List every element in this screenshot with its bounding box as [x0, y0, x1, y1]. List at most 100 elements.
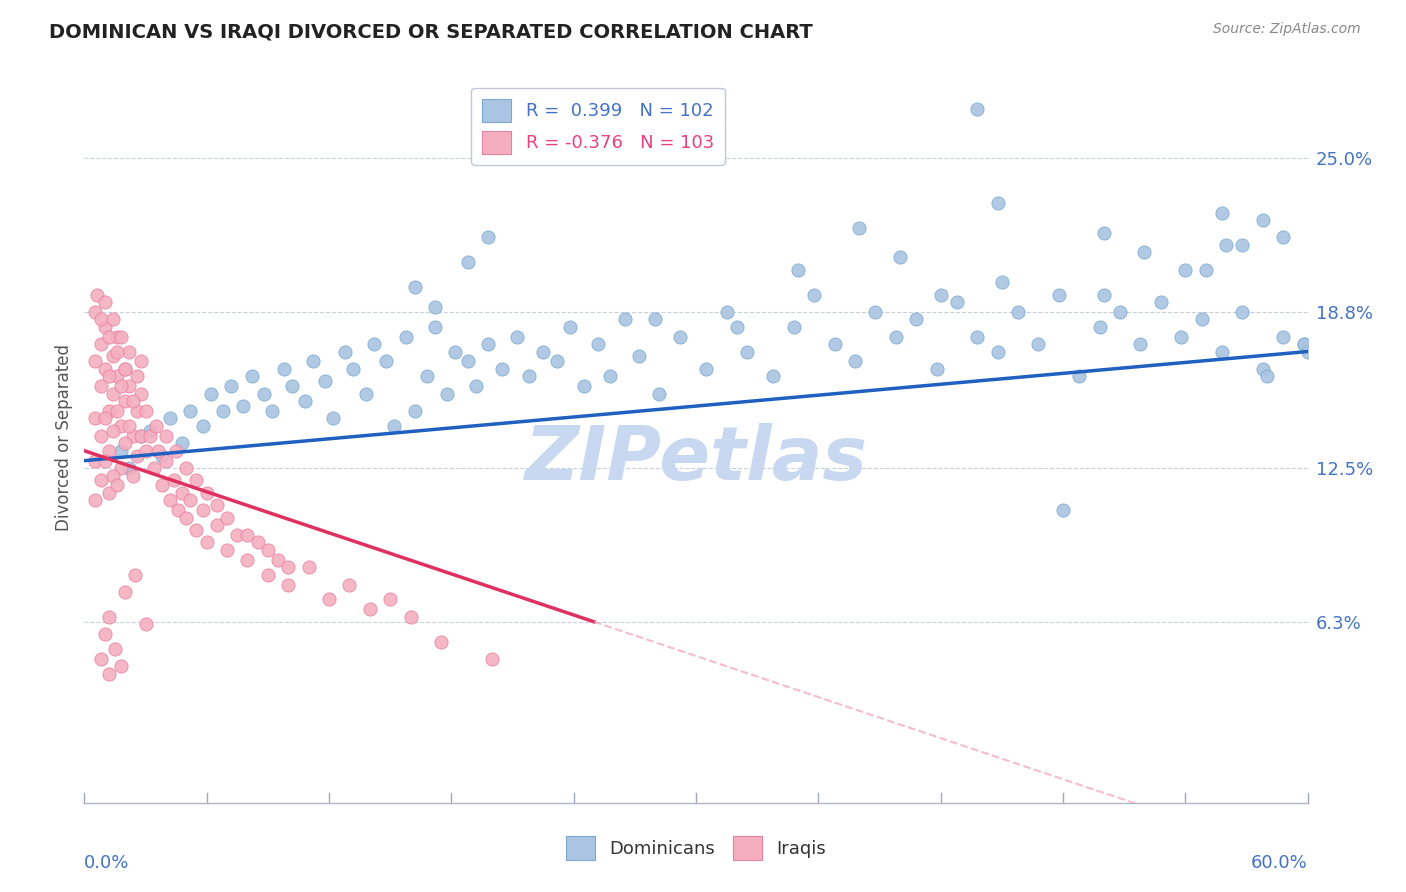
- Point: [127, 449, 149, 463]
- Point: [991, 275, 1014, 289]
- Point: [586, 337, 609, 351]
- Point: [648, 386, 671, 401]
- Point: [104, 642, 127, 657]
- Point: [380, 592, 402, 607]
- Point: [725, 319, 748, 334]
- Point: [1232, 238, 1254, 252]
- Point: [114, 362, 136, 376]
- Point: [93, 319, 115, 334]
- Point: [236, 528, 259, 542]
- Point: [668, 329, 690, 343]
- Point: [865, 305, 887, 319]
- Point: [787, 262, 810, 277]
- Point: [1092, 287, 1115, 301]
- Point: [1069, 369, 1091, 384]
- Point: [375, 354, 398, 368]
- Point: [824, 337, 846, 351]
- Point: [716, 305, 738, 319]
- Point: [83, 453, 105, 467]
- Point: [110, 659, 132, 673]
- Point: [905, 312, 928, 326]
- Point: [1150, 295, 1173, 310]
- Point: [191, 503, 214, 517]
- Point: [97, 404, 120, 418]
- Point: [127, 369, 149, 384]
- Point: [246, 535, 269, 549]
- Point: [101, 424, 124, 438]
- Point: [217, 510, 239, 524]
- Point: [110, 443, 132, 458]
- Point: [1292, 337, 1315, 351]
- Point: [1272, 230, 1295, 244]
- Point: [114, 585, 136, 599]
- Point: [172, 436, 194, 450]
- Point: [93, 411, 115, 425]
- Point: [558, 319, 581, 334]
- Point: [205, 518, 228, 533]
- Point: [186, 523, 208, 537]
- Point: [93, 453, 115, 467]
- Point: [613, 312, 636, 326]
- Point: [83, 493, 105, 508]
- Point: [93, 362, 115, 376]
- Point: [848, 220, 870, 235]
- Point: [179, 493, 201, 508]
- Point: [531, 344, 554, 359]
- Point: [477, 337, 499, 351]
- Point: [83, 305, 105, 319]
- Point: [131, 354, 153, 368]
- Point: [127, 404, 149, 418]
- Point: [232, 399, 254, 413]
- Point: [226, 528, 249, 542]
- Point: [174, 461, 197, 475]
- Point: [110, 379, 132, 393]
- Point: [131, 429, 153, 443]
- Point: [86, 287, 108, 301]
- Point: [1292, 337, 1315, 351]
- Point: [1007, 305, 1029, 319]
- Point: [339, 577, 361, 591]
- Point: [138, 429, 160, 443]
- Point: [363, 337, 385, 351]
- Text: ZIPetlas: ZIPetlas: [524, 423, 868, 496]
- Point: [155, 429, 177, 443]
- Point: [946, 295, 969, 310]
- Point: [1109, 305, 1132, 319]
- Point: [457, 354, 479, 368]
- Legend: Dominicans, Iraqis: Dominicans, Iraqis: [558, 830, 834, 867]
- Point: [987, 344, 1010, 359]
- Point: [925, 362, 948, 376]
- Point: [1211, 205, 1233, 219]
- Point: [90, 337, 112, 351]
- Point: [97, 329, 120, 343]
- Point: [165, 443, 187, 458]
- Point: [457, 255, 479, 269]
- Point: [294, 394, 316, 409]
- Point: [803, 287, 825, 301]
- Point: [118, 379, 141, 393]
- Point: [1028, 337, 1050, 351]
- Text: 60.0%: 60.0%: [1251, 854, 1308, 872]
- Point: [195, 535, 218, 549]
- Point: [135, 404, 157, 418]
- Point: [889, 250, 911, 264]
- Point: [267, 553, 290, 567]
- Point: [138, 424, 160, 438]
- Point: [382, 418, 405, 433]
- Point: [1211, 344, 1233, 359]
- Point: [1232, 305, 1254, 319]
- Point: [159, 411, 181, 425]
- Point: [481, 652, 503, 666]
- Point: [118, 418, 141, 433]
- Text: Source: ZipAtlas.com: Source: ZipAtlas.com: [1213, 22, 1361, 37]
- Point: [110, 329, 132, 343]
- Point: [105, 344, 128, 359]
- Point: [335, 344, 357, 359]
- Point: [301, 354, 323, 368]
- Point: [114, 436, 136, 450]
- Point: [399, 610, 422, 624]
- Point: [627, 350, 650, 364]
- Point: [987, 195, 1010, 210]
- Point: [257, 567, 280, 582]
- Point: [90, 312, 112, 326]
